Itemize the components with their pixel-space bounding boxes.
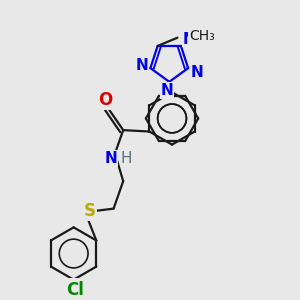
Text: CH₃: CH₃	[189, 29, 215, 43]
Text: S: S	[84, 202, 96, 220]
Text: Cl: Cl	[66, 281, 84, 299]
Text: N: N	[136, 58, 148, 73]
Text: O: O	[98, 91, 112, 109]
Text: H: H	[121, 151, 132, 166]
Text: N: N	[190, 65, 203, 80]
Text: N: N	[161, 83, 173, 98]
Text: N: N	[104, 151, 117, 166]
Text: N: N	[182, 32, 195, 46]
